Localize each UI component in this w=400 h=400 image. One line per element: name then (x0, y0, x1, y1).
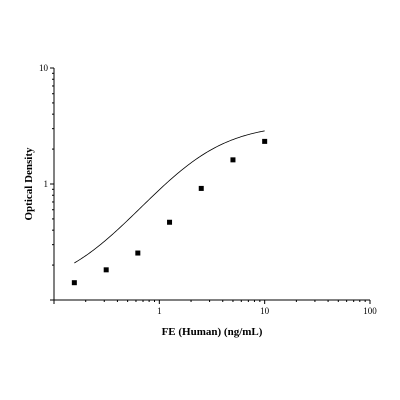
fit-curve (74, 130, 265, 264)
data-point (135, 250, 141, 256)
data-points (71, 138, 268, 286)
data-point (167, 219, 173, 225)
data-point (262, 138, 268, 144)
x-axis-title: FE (Human) (ng/mL) (162, 326, 263, 338)
data-point (198, 185, 204, 191)
y-tick-label: 1 (44, 179, 49, 189)
data-point (103, 267, 109, 273)
y-axis: 1 10 (39, 63, 55, 301)
y-tick-label: 10 (39, 63, 49, 73)
x-tick-label: 100 (363, 306, 377, 316)
y-axis-title: Optical Density (23, 147, 35, 221)
data-point (230, 157, 236, 163)
data-point (71, 280, 77, 286)
x-tick-label: 1 (157, 306, 162, 316)
x-tick-label: 10 (260, 306, 270, 316)
x-axis: 1 10 100 (53, 299, 377, 316)
